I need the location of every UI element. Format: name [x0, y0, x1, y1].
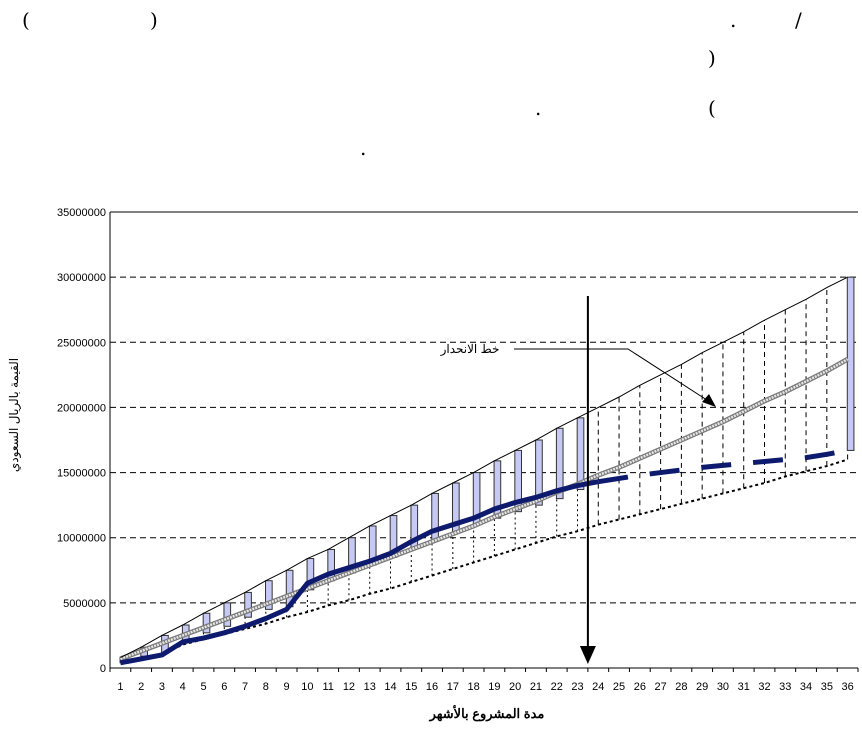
- x-axis-label: مدة المشروع بالأشهر: [429, 705, 545, 722]
- y-tick-7: 35000000: [57, 207, 106, 219]
- x-tick-28: 28: [675, 681, 687, 693]
- header-frag-7: (: [708, 96, 716, 120]
- x-tick-13: 13: [364, 681, 376, 693]
- x-tick-14: 14: [384, 681, 396, 693]
- x-tick-1: 1: [117, 681, 123, 693]
- regression-line: [119, 357, 849, 662]
- x-tick-7: 7: [242, 681, 248, 693]
- x-tick-25: 25: [613, 681, 625, 693]
- bar-8: [265, 580, 273, 610]
- x-tick-33: 33: [779, 681, 791, 693]
- bar-36: [846, 276, 855, 451]
- header-frag-4: /: [795, 8, 802, 32]
- y-tick-0: 0: [100, 663, 106, 675]
- regression-label: خط الانحدار: [440, 342, 500, 356]
- x-tick-23: 23: [571, 681, 583, 693]
- upper-line: [120, 276, 848, 659]
- grid-lines: [110, 211, 858, 604]
- x-tick-34: 34: [800, 681, 812, 693]
- y-tick-labels: 0 5000000 10000000 15000000 20000000 25000000…: [57, 207, 106, 675]
- upper-line-path: [120, 276, 848, 659]
- x-tick-36: 36: [841, 681, 853, 693]
- x-tick-11: 11: [322, 681, 333, 693]
- x-tick-29: 29: [696, 681, 708, 693]
- regression-inner: [119, 358, 849, 661]
- y-tick-6: 30000000: [57, 272, 106, 284]
- x-tick-19: 19: [488, 681, 500, 693]
- bar-20: [514, 449, 522, 513]
- x-tick-35: 35: [821, 681, 833, 693]
- header-frag-6: .: [535, 96, 542, 120]
- bar-6: [223, 602, 232, 627]
- axes: [109, 212, 859, 672]
- x-tick-16: 16: [426, 681, 438, 693]
- forecast-dashed-path: [597, 447, 849, 485]
- regression-pointer: [514, 348, 711, 403]
- x-tick-8: 8: [263, 681, 269, 693]
- y-tick-2: 10000000: [57, 533, 106, 545]
- header-frag-5: ): [708, 46, 716, 70]
- x-tick-6: 6: [221, 681, 227, 693]
- x-tick-15: 15: [405, 681, 417, 693]
- x-tick-3: 3: [159, 681, 165, 693]
- bar-22: [555, 427, 564, 500]
- x-tick-31: 31: [738, 681, 750, 693]
- header-frag-3: .: [730, 8, 737, 32]
- x-tick-18: 18: [467, 681, 479, 693]
- x-tick-5: 5: [200, 681, 206, 693]
- cutoff-arrow-head: [579, 646, 596, 664]
- header-frag-2: ): [150, 8, 158, 32]
- x-tick-4: 4: [180, 681, 186, 693]
- header-frag-1: (: [22, 8, 30, 32]
- x-tick-20: 20: [509, 681, 521, 693]
- regression-pointer-head: [702, 394, 716, 407]
- bar-23: [576, 417, 585, 491]
- x-tick-labels: 1 2 3 4 5 6 7 8 9 10 11 12 13 14 15 16 17 18 19 20 21 22 23 24 2…: [117, 681, 853, 693]
- x-tick-21: 21: [530, 681, 542, 693]
- header-frag-8: .: [360, 136, 367, 160]
- x-tick-32: 32: [758, 681, 770, 693]
- x-tick-22: 22: [551, 681, 563, 693]
- y-tick-4: 20000000: [57, 402, 106, 414]
- actual-solid-path: [119, 479, 599, 666]
- x-tick-10: 10: [301, 681, 313, 693]
- x-tick-12: 12: [343, 681, 355, 693]
- x-tick-24: 24: [592, 681, 604, 693]
- x-tick-30: 30: [717, 681, 729, 693]
- y-tick-5: 25000000: [57, 337, 106, 349]
- x-tick-9: 9: [284, 681, 290, 693]
- annotations: خط الانحدار: [440, 296, 716, 664]
- y-tick-1: 5000000: [63, 598, 106, 610]
- actual-lines: [119, 447, 849, 666]
- y-axis-label: القيمة بالريال السعودي: [7, 358, 21, 472]
- x-tick-2: 2: [138, 681, 144, 693]
- x-tick-27: 27: [654, 681, 666, 693]
- bar-7: [244, 591, 252, 618]
- y-tick-3: 15000000: [57, 468, 106, 480]
- x-tick-17: 17: [447, 681, 459, 693]
- bar-21: [535, 439, 543, 506]
- x-tick-26: 26: [634, 681, 646, 693]
